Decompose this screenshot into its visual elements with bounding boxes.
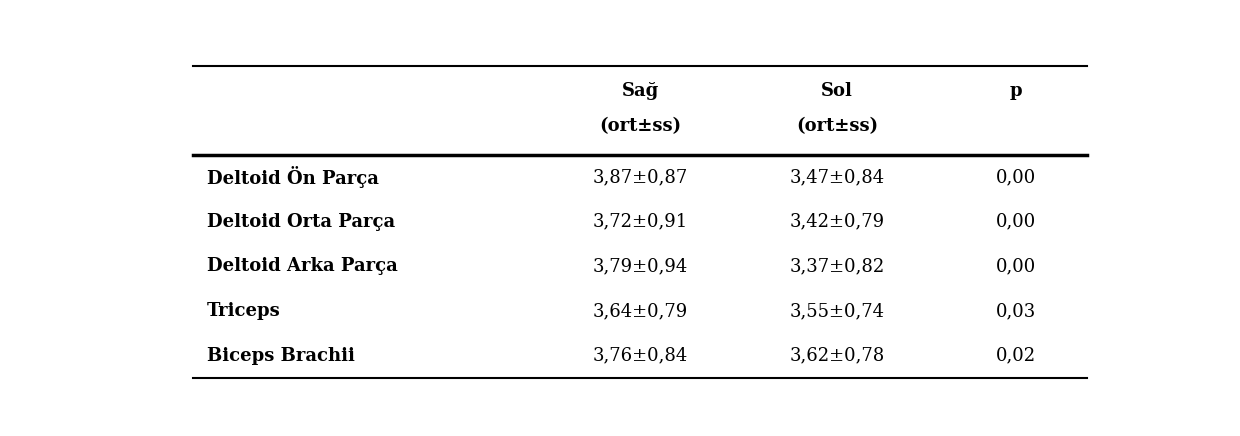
Text: 0,00: 0,00 bbox=[996, 213, 1035, 231]
Text: (ort±ss): (ort±ss) bbox=[796, 117, 878, 136]
Text: 3,72±0,91: 3,72±0,91 bbox=[593, 213, 688, 231]
Text: Triceps: Triceps bbox=[207, 302, 281, 320]
Text: 3,62±0,78: 3,62±0,78 bbox=[790, 347, 884, 364]
Text: 3,42±0,79: 3,42±0,79 bbox=[790, 213, 884, 231]
Text: Sağ: Sağ bbox=[621, 82, 658, 100]
Text: 0,03: 0,03 bbox=[996, 302, 1035, 320]
Text: 3,37±0,82: 3,37±0,82 bbox=[790, 258, 884, 276]
Text: 3,87±0,87: 3,87±0,87 bbox=[593, 168, 688, 186]
Text: 0,02: 0,02 bbox=[996, 347, 1035, 364]
Text: Biceps Brachii: Biceps Brachii bbox=[207, 347, 355, 364]
Text: 3,55±0,74: 3,55±0,74 bbox=[790, 302, 884, 320]
Text: 3,47±0,84: 3,47±0,84 bbox=[790, 168, 884, 186]
Text: 3,76±0,84: 3,76±0,84 bbox=[593, 347, 688, 364]
Text: 3,79±0,94: 3,79±0,94 bbox=[593, 258, 688, 276]
Text: Deltoid Ön Parça: Deltoid Ön Parça bbox=[207, 166, 379, 188]
Text: 0,00: 0,00 bbox=[996, 168, 1035, 186]
Text: p: p bbox=[1009, 82, 1022, 100]
Text: (ort±ss): (ort±ss) bbox=[599, 117, 681, 136]
Text: 3,64±0,79: 3,64±0,79 bbox=[593, 302, 688, 320]
Text: 0,00: 0,00 bbox=[996, 258, 1035, 276]
Text: Deltoid Orta Parça: Deltoid Orta Parça bbox=[207, 213, 396, 231]
Text: Deltoid Arka Parça: Deltoid Arka Parça bbox=[207, 258, 398, 276]
Text: Sol: Sol bbox=[821, 82, 853, 100]
